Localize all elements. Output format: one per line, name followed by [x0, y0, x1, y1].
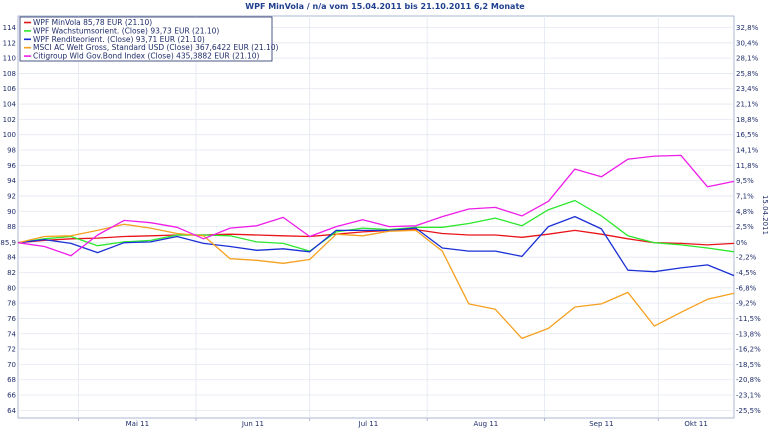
y-right-tick-label: -18,5% [736, 361, 761, 369]
x-tick-label: Mai 11 [126, 420, 149, 428]
y-left-tick-label: 66 [7, 392, 16, 400]
y-left-tick-label: 70 [7, 361, 16, 369]
y-right-tick-label: -9,2% [736, 300, 757, 308]
x-axis: Mai 11 Jun 11 Jul 11 Aug 11 Sep 11 Okt 11 [78, 418, 708, 428]
y-right-tick-label: 25,8% [736, 70, 759, 78]
x-tick-label: Aug 11 [473, 420, 498, 428]
legend-entry: WPF Renditeorient. (Close) 93,71 EUR (21… [33, 35, 205, 44]
y-axis-left: 114 112 110 108 106 104 102 100 98 96 94 92 90 88 85,9… [0, 24, 16, 415]
y-right-tick-label: -25,5% [736, 407, 761, 415]
y-right-tick-label: 4,8% [736, 208, 754, 216]
legend-entry: WPF MinVola 85,78 EUR (21.10) [33, 18, 152, 27]
y-right-tick-label: 23,4% [736, 85, 759, 93]
y-left-tick-label: 96 [7, 162, 16, 170]
y-left-tick-label: 74 [7, 330, 16, 338]
y-left-tick-label: 72 [7, 346, 16, 354]
y-left-tick-label: 80 [7, 284, 16, 292]
y-left-tick-label: 98 [7, 147, 16, 155]
y-right-tick-label: 16,5% [736, 131, 759, 139]
y-left-tick-label: 94 [7, 177, 16, 185]
y-left-tick-label: 114 [3, 24, 17, 32]
y-left-tick-label: 88 [7, 223, 16, 231]
y-right-tick-label: 11,8% [736, 162, 759, 170]
y-left-tick-label: 68 [7, 376, 16, 384]
y-right-tick-label: -6,8% [736, 284, 757, 292]
y-left-tick-label: 112 [3, 39, 16, 47]
y-right-tick-label: 30,4% [736, 39, 759, 47]
y-left-tick-label: 102 [3, 116, 16, 124]
y-left-tick-label: 108 [3, 70, 16, 78]
x-tick-label: Jul 11 [358, 420, 379, 428]
y-right-tick-label: -23,1% [736, 392, 761, 400]
legend-entry: MSCI AC Welt Gross, Standard USD (Close)… [33, 43, 279, 52]
chart-title: WPF MinVola / n/a vom 15.04.2011 bis 21.… [245, 2, 525, 11]
y-right-tick-label: 18,8% [736, 116, 759, 124]
y-right-tick-label: -11,5% [736, 315, 761, 323]
y-left-tick-label: 104 [3, 101, 17, 109]
y-left-tick-label: 78 [7, 300, 16, 308]
y-left-tick-label: 100 [3, 131, 16, 139]
y-left-tick-label: 85,9 [0, 239, 16, 247]
y-left-tick-label: 92 [7, 192, 16, 200]
y-right-tick-label: -20,8% [736, 376, 761, 384]
legend: WPF MinVola 85,78 EUR (21.10)WPF Wachstu… [19, 16, 279, 62]
right-axis-label: 15.04.2011 [761, 195, 769, 235]
y-right-tick-label: 0% [736, 239, 747, 247]
y-right-tick-label: -16,2% [736, 346, 761, 354]
legend-box [19, 16, 273, 62]
series-line-2 [17, 199, 735, 253]
series-line-5 [17, 154, 735, 257]
y-left-tick-label: 110 [3, 55, 16, 63]
y-left-tick-label: 84 [7, 254, 16, 262]
y-right-tick-label: 21,1% [736, 101, 759, 109]
legend-entry: WPF Wachstumsorient. (Close) 93,73 EUR (… [33, 26, 219, 35]
series-line-1 [17, 228, 735, 246]
x-tick-label: Jun 11 [241, 420, 264, 428]
y-left-tick-label: 82 [7, 269, 16, 277]
y-left-tick-label: 64 [7, 407, 16, 415]
y-right-tick-label: 2,5% [736, 223, 754, 231]
y-right-tick-label: 28,1% [736, 55, 759, 63]
y-left-tick-label: 106 [3, 85, 17, 93]
x-tick-label: Sep 11 [589, 420, 613, 428]
y-right-tick-label: -4,5% [736, 269, 757, 277]
y-axis-right: 32,8% 30,4% 28,1% 25,8% 23,4% 21,1% 18,8% 16,5%… [736, 24, 761, 415]
y-left-tick-label: 90 [7, 208, 16, 216]
legend-entry: Citigroup Wld Gov.Bond Index (Close) 435… [33, 52, 260, 61]
x-tick-label: Okt 11 [684, 420, 707, 428]
plot-area [17, 15, 735, 419]
y-right-tick-label: -2,2% [736, 254, 757, 262]
y-left-tick-label: 76 [7, 315, 16, 323]
series-line-4 [17, 223, 735, 340]
series-layer [17, 154, 735, 340]
y-right-tick-label: 32,8% [736, 24, 759, 32]
y-right-tick-label: 14,1% [736, 147, 759, 155]
y-right-tick-label: 9,5% [736, 177, 754, 185]
y-right-tick-label: 7,1% [736, 192, 754, 200]
series-line-3 [17, 215, 735, 277]
y-right-tick-label: -13,8% [736, 330, 761, 338]
